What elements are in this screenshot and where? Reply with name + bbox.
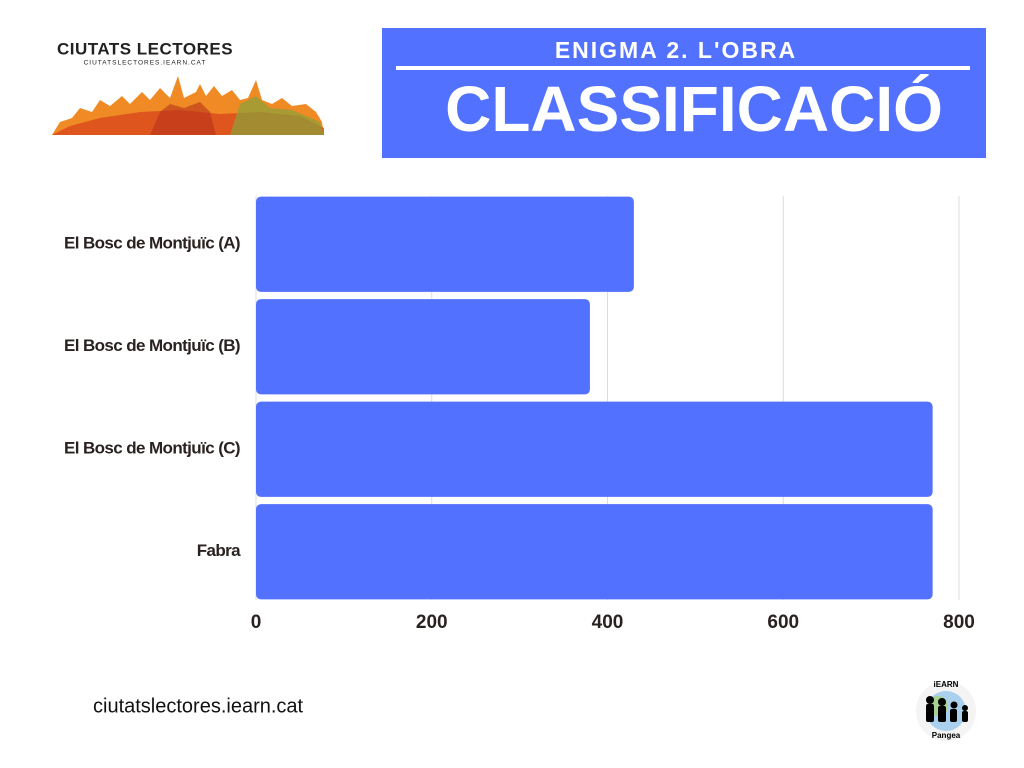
header-title: CLASSIFICACIÓ [445,73,943,145]
skyline [52,76,324,135]
bar [256,504,933,600]
x-tick-label: 0 [251,612,262,633]
bar [256,299,590,395]
logo-subtitle: CIUTATSLECTORES.IEARN.CAT [84,60,207,67]
footer-url: ciutatslectores.iearn.cat [93,695,304,717]
header-rule [396,66,970,70]
bar [256,401,933,497]
logo-title: CIUTATS LECTORES [57,39,233,58]
y-tick-label: El Bosc de Montjuïc (A) [64,234,240,253]
badge-top: iEARN [934,680,959,689]
header-box [382,28,986,158]
x-tick-label: 600 [767,612,799,633]
chart: 0 200 400 600 800 El Bosc de Montjuïc (A) El B… [64,196,975,633]
badge-bottom: Pangea [932,731,961,740]
y-tick-label: El Bosc de Montjuïc (B) [64,336,240,355]
iearn-badge: iEARN Pangea [916,680,976,741]
bar [256,196,634,292]
x-tick-label: 400 [592,612,624,633]
x-tick-label: 200 [416,612,448,633]
x-tick-label: 800 [943,612,975,633]
y-tick-label: El Bosc de Montjuïc (C) [64,439,240,458]
header-kicker: ENIGMA 2. L'OBRA [555,37,797,63]
y-tick-label: Fabra [197,541,241,560]
